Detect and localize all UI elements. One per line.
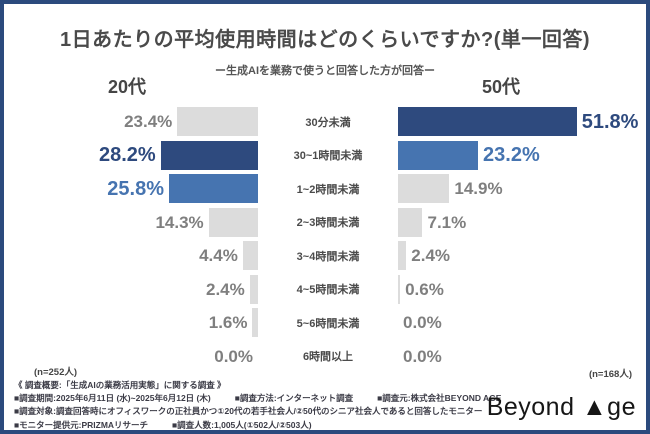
row-50s: 51.8% — [398, 105, 646, 139]
series-header-20s: 20代 — [107, 77, 147, 97]
bar-50s — [398, 274, 401, 304]
category-label: 4~5時間未満 — [296, 284, 360, 297]
survey-summary-line: ■調査対象:調査回答時にオフィスワークの正社員かつ①20代の若手社会人/②50代… — [14, 405, 514, 418]
row-50s: 7.1% — [398, 206, 646, 240]
value-label-50s: 51.8% — [581, 110, 639, 133]
value-label-20s: 1.6% — [208, 313, 248, 333]
survey-summary: 《 調査概要:「生成AIの業務活用実態」に関する調査 》 ■調査期間:2025年… — [14, 379, 514, 430]
bar-50s — [398, 107, 577, 137]
bar-50s — [398, 241, 407, 271]
page-title: 1日あたりの平均使用時間はどのくらいですか?(単一回答) — [59, 29, 591, 51]
survey-summary-segment: ■調査方法:インターネット調査 — [234, 393, 354, 404]
survey-summary-line: ■調査期間:2025年6月11日 (水)~2025年6月12日 (木) ■調査方法… — [14, 392, 514, 405]
survey-summary-heading: 《 調査概要:「生成AIの業務活用実態」に関する調査 》 — [14, 380, 226, 390]
survey-summary-segment: ■調査人数:1,005人(①502人/②503人) — [172, 419, 312, 430]
bar-20s — [252, 308, 258, 338]
value-label-20s: 23.4% — [124, 112, 173, 132]
row-50s: 2.4% — [398, 239, 646, 273]
value-label-50s: 0.0% — [403, 346, 442, 366]
category-label: 2~3時間未満 — [296, 217, 360, 230]
bar-50s — [398, 207, 423, 237]
value-label-50s: 0.0% — [403, 313, 442, 333]
beyond-age-logo: Beyond ▲ge — [486, 393, 636, 421]
survey-summary-line: ■モニター提供元:PRIZMAリサーチ ■調査人数:1,005人(①502人/②5… — [14, 419, 514, 430]
row-20s: 14.3% — [32, 206, 258, 240]
category-label: 30分未満 — [305, 116, 351, 129]
survey-summary-lines: ■調査期間:2025年6月11日 (水)~2025年6月12日 (木) ■調査方法… — [14, 392, 514, 430]
survey-summary-segment: ■調査元:株式会社BEYOND AGE — [377, 393, 502, 404]
row-20s: 25.8% — [32, 172, 258, 206]
bar-20s — [208, 207, 258, 237]
value-label-50s: 0.6% — [405, 279, 444, 299]
category-label: 5~6時間未満 — [296, 317, 360, 330]
value-label-50s: 7.1% — [427, 212, 467, 232]
category-label: 30~1時間未満 — [293, 150, 363, 163]
category-label: 3~4時間未満 — [296, 250, 360, 263]
row-20s: 0.0% — [32, 340, 258, 374]
bar-20s — [169, 174, 258, 204]
value-label-20s: 14.3% — [155, 212, 204, 232]
row-50s: 14.9% — [398, 172, 646, 206]
sample-size-20s: (n=252人) — [34, 367, 78, 378]
value-label-20s: 25.8% — [107, 177, 164, 200]
row-50s: 0.0% — [398, 306, 646, 340]
series-header-50s: 50代 — [481, 77, 521, 97]
bar-50s — [398, 140, 479, 170]
value-label-20s: 0.0% — [214, 346, 253, 366]
value-label-20s: 2.4% — [205, 279, 245, 299]
value-label-50s: 14.9% — [454, 179, 503, 199]
row-20s: 23.4% — [32, 105, 258, 139]
value-label-20s: 28.2% — [99, 144, 156, 167]
category-label: 6時間以上 — [302, 351, 354, 364]
row-20s: 2.4% — [32, 273, 258, 307]
value-label-20s: 4.4% — [199, 246, 238, 266]
bar-20s — [177, 107, 258, 137]
row-20s: 4.4% — [32, 239, 258, 273]
row-50s: 0.0% — [398, 340, 646, 374]
bar-20s — [160, 140, 258, 170]
bar-20s — [242, 241, 258, 271]
survey-summary-segment: ■調査対象:調査回答時にオフィスワークの正社員かつ①20代の若手社会人/②50代… — [14, 406, 483, 417]
row-20s: 28.2% — [32, 139, 258, 173]
chart-grid: 23.4% 30分未満 51.8% 28.2% 30~1時間未満 23.2% 25.8% 1~… — [32, 105, 646, 373]
row-50s: 0.6% — [398, 273, 646, 307]
bar-20s — [249, 274, 258, 304]
value-label-50s: 23.2% — [483, 144, 540, 167]
bar-50s — [398, 174, 450, 204]
chart-subtitle: ー生成AIを業務で使うと回答した方が回答ー — [215, 65, 435, 77]
sample-size-50s: (n=168人) — [588, 369, 632, 380]
row-20s: 1.6% — [32, 306, 258, 340]
category-label: 1~2時間未満 — [296, 183, 360, 196]
survey-summary-segment: ■モニター提供元:PRIZMAリサーチ — [14, 419, 149, 430]
value-label-50s: 2.4% — [411, 246, 451, 266]
survey-summary-segment: ■調査期間:2025年6月11日 (水)~2025年6月12日 (木) — [14, 393, 211, 404]
row-50s: 23.2% — [398, 139, 646, 173]
